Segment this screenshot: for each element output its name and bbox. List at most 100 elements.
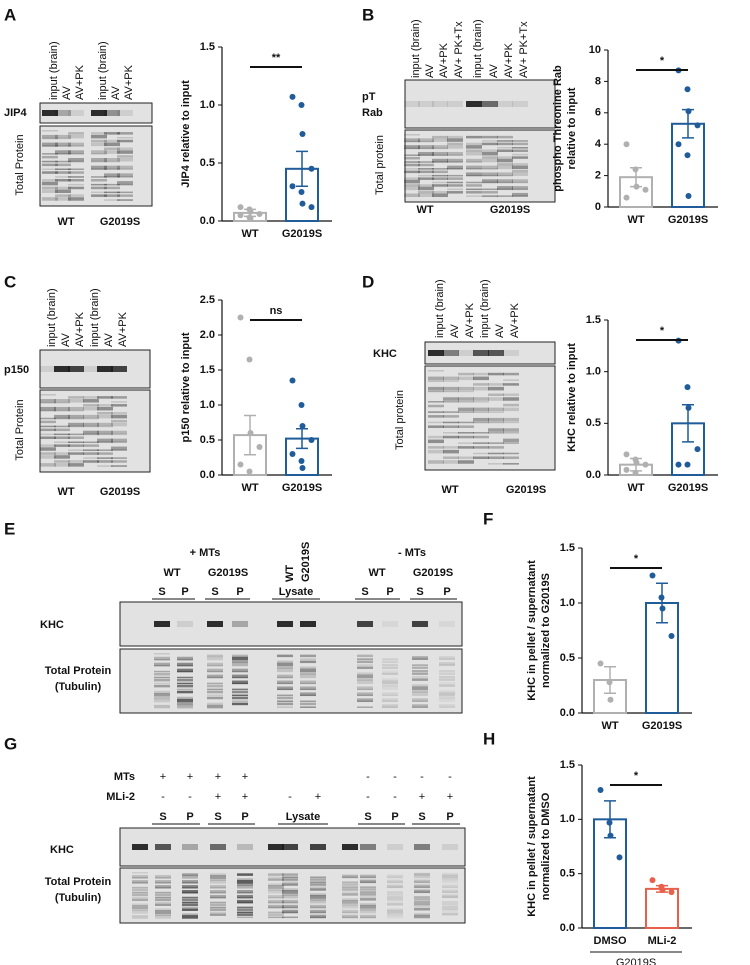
data-point xyxy=(684,152,691,159)
blot-band xyxy=(497,140,513,142)
blot-band xyxy=(232,690,248,694)
blot-band xyxy=(418,191,434,194)
blot-band xyxy=(154,676,170,679)
blot-band xyxy=(310,894,326,899)
blot-band xyxy=(277,666,293,669)
label: P xyxy=(236,586,243,598)
blot-band xyxy=(237,878,253,881)
blot-band xyxy=(443,380,459,382)
blot-band xyxy=(418,186,434,191)
blot-band xyxy=(111,414,127,419)
blot-band xyxy=(447,135,463,139)
blot-band xyxy=(154,698,170,703)
blot-band xyxy=(442,911,458,913)
y-tick-label: 1.0 xyxy=(560,813,575,825)
blot-band xyxy=(68,132,84,135)
blot-band xyxy=(42,130,58,132)
blot-band xyxy=(83,422,99,427)
blot-band xyxy=(237,885,253,889)
blot-band xyxy=(432,147,448,150)
blot-band xyxy=(68,433,84,436)
blot-band xyxy=(182,908,198,911)
blot-band xyxy=(177,704,193,709)
label: Lysate xyxy=(279,586,313,598)
blot-band xyxy=(155,885,171,889)
blot-band xyxy=(232,688,248,691)
blot-band xyxy=(342,903,358,906)
blot-band xyxy=(54,366,70,372)
blot-band xyxy=(466,161,482,163)
blot-band xyxy=(177,702,193,706)
blot-band xyxy=(382,704,398,708)
blot-band xyxy=(282,906,298,909)
blot-band xyxy=(432,181,448,184)
data-point xyxy=(289,183,296,190)
blot-band xyxy=(387,886,403,888)
blot-band xyxy=(68,399,84,403)
blot-band xyxy=(482,181,498,184)
blot-band xyxy=(97,404,113,407)
blot-band xyxy=(447,154,463,156)
label: S xyxy=(214,811,221,823)
blot-band xyxy=(342,893,358,896)
data-point xyxy=(684,461,691,468)
label: input (brain) xyxy=(479,279,491,338)
blot-band xyxy=(111,419,127,423)
blot-band xyxy=(154,690,170,694)
blot-band xyxy=(182,885,198,889)
blot-band xyxy=(83,399,99,403)
blot-band xyxy=(68,160,84,163)
blot-band xyxy=(117,132,133,135)
blot-band xyxy=(277,700,293,703)
blot-band xyxy=(418,101,434,107)
blot-band xyxy=(155,915,171,919)
label: S xyxy=(418,811,425,823)
blot-band xyxy=(300,702,316,706)
label: P xyxy=(446,811,453,823)
blot-band xyxy=(342,876,358,878)
blot-band xyxy=(447,168,463,170)
blot-band xyxy=(360,881,376,883)
data-point xyxy=(694,122,701,129)
label: WT xyxy=(441,484,458,496)
label: pT xyxy=(362,91,376,103)
label: JIP4 relative to input xyxy=(180,80,192,188)
data-point xyxy=(684,86,691,93)
label: Lysate xyxy=(286,811,320,823)
blot-band xyxy=(182,881,198,884)
blot-band xyxy=(387,901,403,903)
blot-band xyxy=(458,446,474,449)
blot-band xyxy=(97,441,113,444)
blot-band xyxy=(473,386,489,391)
blot-band xyxy=(443,411,459,413)
significance: ** xyxy=(272,52,281,64)
label: AV+ PK+Tx xyxy=(453,21,465,78)
blot-band xyxy=(387,896,403,898)
blot-band xyxy=(404,154,420,156)
blot-band xyxy=(442,903,458,906)
blot-band xyxy=(447,191,463,194)
label: Total Protein xyxy=(45,876,112,888)
x-tick-label: DMSO xyxy=(594,935,627,947)
blot-band xyxy=(357,666,373,669)
blot-band xyxy=(382,658,398,660)
label: AV xyxy=(110,85,122,100)
blot-band xyxy=(428,404,444,408)
blot-band xyxy=(104,142,120,147)
data-point xyxy=(299,465,306,471)
blot-band xyxy=(68,168,84,170)
blot-band xyxy=(237,911,253,914)
blot-band xyxy=(497,101,513,107)
blot-band xyxy=(68,422,84,427)
blot-band xyxy=(132,910,148,914)
blot-band xyxy=(503,403,519,407)
blot-band xyxy=(97,414,113,419)
label: WT xyxy=(416,204,433,216)
blot-band xyxy=(104,183,120,186)
blot xyxy=(39,389,151,473)
blot-band xyxy=(155,908,171,911)
blot-band xyxy=(55,145,71,147)
blot-band xyxy=(439,621,455,627)
blot-band xyxy=(40,406,56,411)
blot-band xyxy=(503,379,519,381)
